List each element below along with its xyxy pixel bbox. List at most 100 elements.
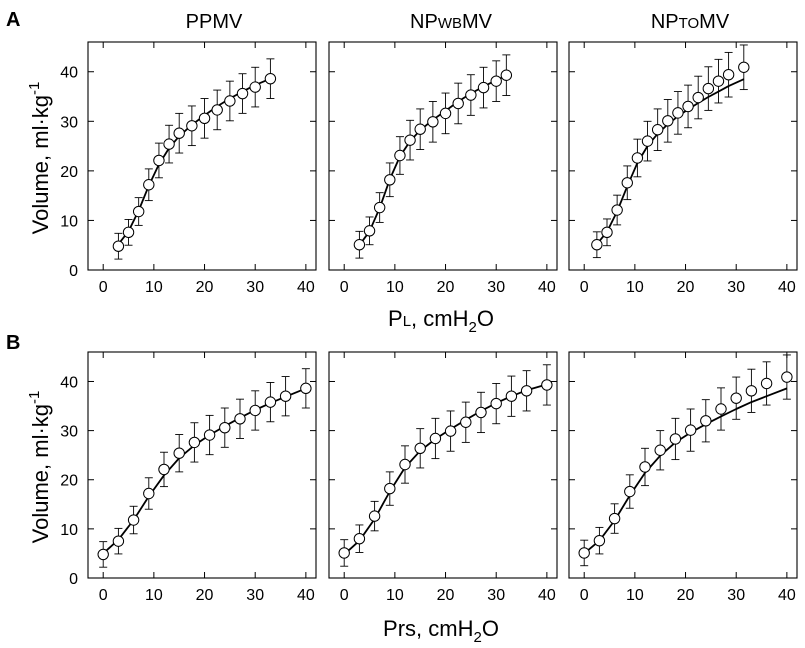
y-axis-label-b: Volume, ml·kg-1: [26, 391, 53, 544]
data-point: [505, 390, 518, 402]
data-point: [692, 91, 704, 104]
data-point: [353, 239, 366, 251]
data-point: [439, 107, 452, 120]
chart-panel-a-ppmv: 0 10 20 30 40 0 10 20 30 40: [60, 41, 317, 296]
x-tick-label: 30: [246, 279, 264, 296]
data-point: [300, 382, 312, 395]
data-point: [163, 138, 175, 150]
data-point: [173, 127, 185, 139]
x-tick-label: 0: [580, 587, 589, 604]
data-point: [715, 403, 727, 415]
data-point: [143, 179, 155, 191]
data-point: [97, 548, 109, 561]
column-title-npwbmv: NPWBMV: [410, 11, 493, 33]
panel-label-b: B: [6, 332, 20, 354]
column-title-nptomv: NPTOMV: [651, 11, 730, 33]
x-tick-label: 10: [386, 587, 404, 604]
data-point: [738, 61, 750, 73]
x-tick-label: 0: [340, 279, 349, 296]
data-point: [384, 174, 396, 186]
x-tick-label: 40: [778, 279, 796, 296]
data-point: [621, 177, 633, 189]
data-point: [203, 429, 216, 441]
data-point: [490, 75, 502, 87]
chart-panel-a-npwbmv: 0 10 20 30 40: [328, 41, 558, 296]
data-point: [624, 485, 636, 498]
plot-frame: [568, 41, 798, 271]
data-point: [745, 385, 758, 397]
data-point: [264, 396, 277, 408]
data-point: [279, 390, 292, 402]
x-tick-label: 10: [145, 587, 163, 604]
column-title-ppmv: PPMV: [186, 11, 243, 33]
x-tick-label: 20: [437, 587, 455, 604]
data-point: [662, 115, 674, 127]
data-point: [158, 463, 170, 476]
x-tick-label: 0: [99, 279, 108, 296]
x-tick-label: 40: [778, 587, 796, 604]
data-point: [224, 95, 236, 107]
data-point: [641, 135, 654, 147]
data-point: [127, 514, 140, 526]
data-point: [249, 81, 261, 93]
data-point: [631, 152, 644, 164]
x-tick-label: 20: [437, 279, 455, 296]
data-point: [601, 226, 613, 239]
x-tick-label: 0: [99, 587, 108, 604]
plot-frame: [87, 41, 317, 271]
x-axis-label-b: Prs, cmH2O: [383, 616, 499, 646]
data-point: [593, 534, 606, 547]
data-point: [399, 458, 411, 471]
y-axis-label-a: Volume, ml·kg-1: [26, 82, 53, 235]
data-point: [700, 415, 712, 427]
x-tick-label: 30: [727, 279, 745, 296]
data-point: [112, 535, 125, 547]
x-tick-label: 20: [677, 279, 695, 296]
fit-line: [117, 77, 271, 245]
data-point: [712, 75, 725, 87]
data-point: [414, 442, 426, 454]
y-tick-label: 20: [60, 164, 78, 181]
data-point: [760, 377, 773, 390]
data-point: [682, 100, 694, 113]
data-point: [153, 154, 165, 167]
data-point: [730, 392, 742, 404]
x-tick-label: 10: [626, 279, 644, 296]
x-tick-label: 40: [538, 279, 556, 296]
data-point: [186, 120, 198, 132]
data-point: [429, 432, 442, 445]
panel-label-a: A: [6, 9, 20, 31]
x-tick-label: 20: [196, 587, 214, 604]
x-tick-label: 10: [145, 279, 163, 296]
data-point: [702, 82, 715, 95]
data-point: [608, 512, 621, 525]
x-tick-label: 0: [580, 279, 589, 296]
x-tick-label: 30: [246, 587, 264, 604]
data-point: [122, 226, 135, 239]
chart-panel-a-nptomv: 0 10 20 30 40: [568, 41, 798, 296]
data-point: [452, 97, 464, 110]
y-tick-label: 10: [60, 522, 78, 539]
data-point: [654, 444, 666, 456]
data-point: [404, 134, 416, 146]
data-point: [368, 510, 381, 522]
data-point: [363, 225, 376, 237]
x-tick-label: 20: [677, 587, 695, 604]
x-tick-label: 10: [626, 587, 644, 604]
x-tick-label: 30: [487, 279, 505, 296]
chart-panel-b-ppmv: 0 10 20 30 40 0 10 20 30 40: [60, 351, 317, 604]
data-point: [460, 416, 472, 428]
x-tick-label: 40: [538, 587, 556, 604]
data-point: [490, 397, 502, 410]
data-point: [500, 69, 513, 81]
data-point: [684, 424, 697, 436]
y-tick-label: 0: [69, 571, 78, 588]
data-point: [373, 201, 386, 214]
data-point: [475, 406, 487, 419]
data-point: [132, 205, 145, 218]
x-tick-label: 30: [487, 587, 505, 604]
x-tick-label: 0: [340, 587, 349, 604]
y-tick-label: 40: [60, 374, 78, 391]
x-tick-label: 40: [297, 279, 315, 296]
